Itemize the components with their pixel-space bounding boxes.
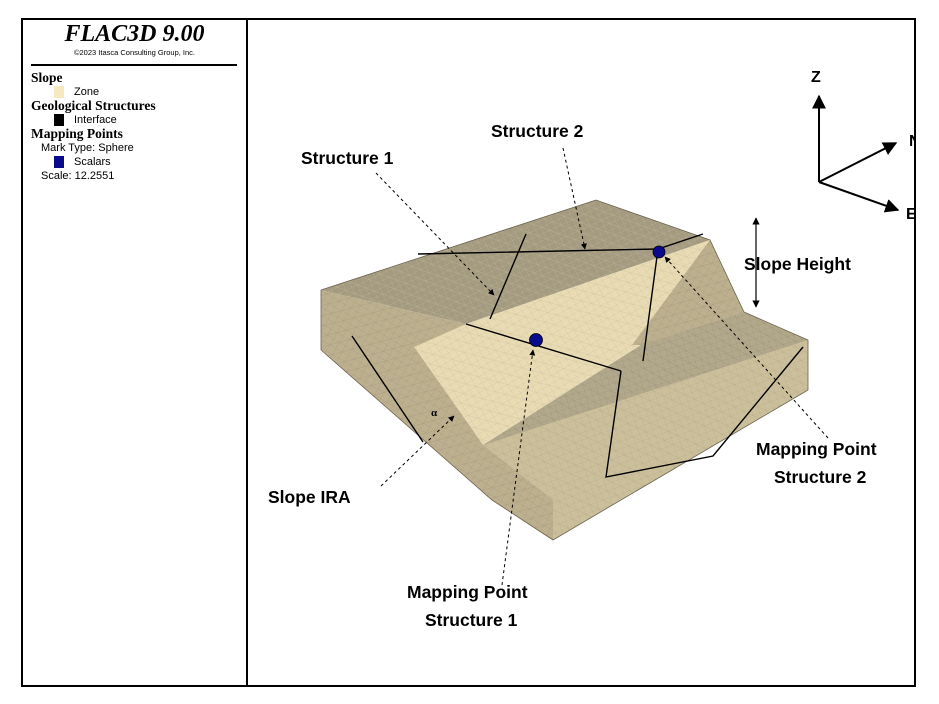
mark-type-text: Mark Type: Sphere <box>41 142 134 154</box>
scalars-swatch <box>54 156 64 168</box>
zone-label: Zone <box>74 86 100 98</box>
copyright-text: ©2023 Itasca Consulting Group, Inc. <box>73 48 195 57</box>
legend-heading-structures: Geological Structures <box>31 98 156 113</box>
interface-swatch <box>54 114 64 126</box>
figure-frame: FLAC3D 9.00 ©2023 Itasca Consulting Grou… <box>21 18 916 687</box>
model-viewport: Z N E Structure 1 Structure 2 Slope Heig… <box>248 20 914 685</box>
legend-heading-mapping: Mapping Points <box>31 126 123 141</box>
slope-right-side <box>632 240 744 345</box>
legend-heading-slope: Slope <box>31 70 63 85</box>
mapping-point-2-label-line2: Structure 2 <box>774 467 867 487</box>
mapping-point-structure-1 <box>529 333 543 347</box>
structure-2-trace-face <box>642 248 659 362</box>
legend-item-scalars: Scalars <box>31 155 243 169</box>
legend: Slope Zone Geological Structures Interfa… <box>31 71 243 183</box>
mapping-point-1-label-line1: Mapping Point <box>407 582 528 602</box>
front-face <box>483 340 808 540</box>
legend-item-zone: Zone <box>31 85 243 99</box>
structure-2-trace-side <box>351 335 424 443</box>
leader-slope-ira <box>380 415 455 487</box>
upper-bench-top <box>321 200 710 324</box>
structure-1-trace-bench <box>605 346 804 478</box>
mapping-point-2-label-line1: Mapping Point <box>756 439 877 459</box>
alpha-label: α <box>431 407 438 419</box>
interface-label: Interface <box>74 114 117 126</box>
scalars-label: Scalars <box>74 156 111 168</box>
model-outline <box>320 199 809 541</box>
lower-bench-top-back <box>641 312 808 350</box>
n-axis <box>818 142 898 183</box>
app-title: FLAC3D 9.00 <box>64 21 205 47</box>
e-axis <box>818 181 900 213</box>
zone-swatch <box>54 86 64 98</box>
title-divider <box>31 64 237 66</box>
left-front-face <box>321 320 553 540</box>
structure-2-label: Structure 2 <box>491 121 584 141</box>
mapping-point-structure-2 <box>652 245 666 259</box>
z-axis-label: Z <box>811 69 821 86</box>
structure-1-trace-face <box>465 323 622 372</box>
model-drawing: Z N E Structure 1 Structure 2 Slope Heig… <box>268 69 914 630</box>
scale-text: Scale: 12.2551 <box>41 170 115 182</box>
slope-ira-label: Slope IRA <box>268 487 351 507</box>
structure-1-label: Structure 1 <box>301 148 394 168</box>
leader-structure-1 <box>375 172 495 296</box>
legend-panel: FLAC3D 9.00 ©2023 Itasca Consulting Grou… <box>23 20 248 685</box>
n-axis-label: N <box>909 133 914 150</box>
structure-1-trace-top <box>489 233 527 320</box>
slope-height-label: Slope Height <box>744 254 851 274</box>
legend-item-interface: Interface <box>31 113 243 127</box>
leader-structure-2 <box>562 147 587 250</box>
leader-mapping-point-2 <box>664 256 829 439</box>
e-axis-label: E <box>906 206 914 223</box>
slope-face <box>414 240 744 445</box>
mapping-point-1-label-line2: Structure 1 <box>425 610 518 630</box>
